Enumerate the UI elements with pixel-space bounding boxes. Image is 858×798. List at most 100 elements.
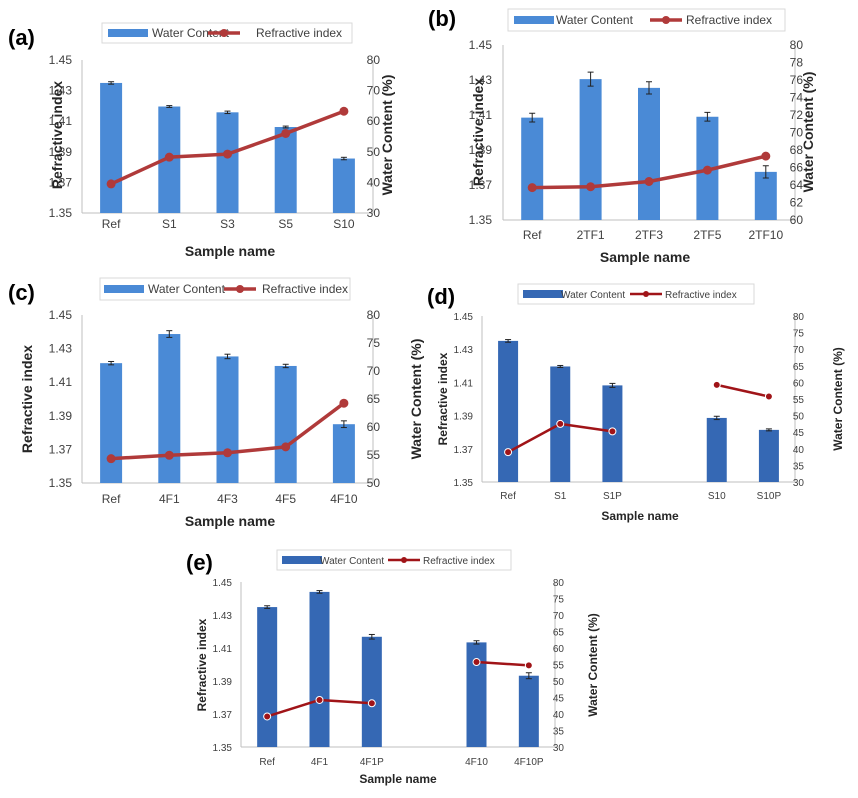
- refractive-index-point: [608, 427, 617, 436]
- y-tick-label: 1.37: [454, 445, 474, 456]
- x-tick-label: 4F5: [275, 492, 296, 506]
- refractive-index-point: [764, 392, 773, 401]
- y-tick-label: 1.45: [49, 53, 73, 67]
- y2-tick-label: 45: [553, 694, 565, 705]
- y2-tick-label: 65: [793, 362, 805, 373]
- refractive-index-point: [223, 448, 232, 458]
- y2-tick-label: 60: [367, 114, 381, 128]
- y2-tick-label: 70: [367, 84, 381, 98]
- y2-tick-label: 80: [553, 578, 565, 589]
- y-tick-label: 1.45: [49, 308, 73, 322]
- refractive-index-point: [367, 699, 376, 708]
- y2-tick-label: 40: [367, 175, 381, 189]
- legend-line-marker: [662, 16, 670, 24]
- water-content-bar: [521, 117, 544, 220]
- y2-tick-label: 40: [553, 710, 565, 721]
- y-tick-label: 1.35: [213, 743, 233, 754]
- legend-water-content: Water Content: [556, 13, 634, 27]
- x-axis-title: Sample name: [359, 772, 437, 786]
- y-axis-title: Refractive index: [19, 345, 35, 453]
- chart-panel-1: 1.35 1.37 1.39 1.41 1.43 1.45 60 62 64 66 68 70 72 74…: [428, 6, 816, 265]
- water-content-bar: [579, 79, 602, 220]
- refractive-index-point: [712, 380, 721, 389]
- x-tick-label: S10: [333, 217, 355, 231]
- y-tick-label: 1.43: [454, 345, 474, 356]
- x-tick-label: Ref: [523, 228, 542, 242]
- y-tick-label: 1.39: [213, 677, 233, 688]
- y-tick-label: 1.39: [469, 143, 493, 157]
- legend-water-content: Water Content: [561, 290, 625, 301]
- refractive-index-point: [524, 661, 533, 670]
- x-tick-label: S1: [162, 217, 177, 231]
- y2-tick-label: 60: [790, 213, 804, 227]
- x-axis-title: Sample name: [601, 509, 679, 523]
- legend-bar-swatch: [523, 290, 563, 298]
- y2-tick-label: 75: [367, 336, 381, 350]
- x-tick-label: S1P: [603, 491, 622, 502]
- refractive-index-point: [164, 152, 174, 162]
- y-tick-label: 1.45: [213, 578, 233, 589]
- water-content-bar: [758, 429, 779, 482]
- water-content-bar: [216, 112, 239, 213]
- y2-axis-title: Water Content (%): [379, 75, 395, 196]
- y2-tick-label: 50: [367, 476, 381, 490]
- legend-line-marker: [401, 557, 407, 563]
- y2-tick-label: 60: [367, 420, 381, 434]
- legend-water-content: Water Content: [152, 26, 230, 40]
- y-tick-label: 1.45: [454, 312, 474, 323]
- refractive-index-point: [281, 128, 291, 138]
- y2-tick-label: 80: [367, 53, 381, 67]
- x-tick-label: 2TF5: [693, 228, 721, 242]
- y2-tick-label: 55: [553, 661, 565, 672]
- y-axis-title: Refractive index: [436, 352, 450, 445]
- x-tick-label: S10: [708, 491, 726, 502]
- y-tick-label: 1.41: [213, 644, 233, 655]
- y2-tick-label: 50: [367, 145, 381, 159]
- y-tick-label: 1.37: [213, 710, 233, 721]
- y2-tick-label: 65: [553, 628, 565, 639]
- refractive-index-point: [702, 165, 712, 175]
- water-content-bar: [332, 424, 355, 483]
- chart-panel-0: 1.35 1.37 1.39 1.41 1.43 1.45 30 40 50 60 70 80 Ref S…: [8, 22, 395, 259]
- y-tick-label: 1.43: [49, 84, 73, 98]
- panel-label: (c): [8, 280, 35, 305]
- x-axis-title: Sample name: [185, 513, 275, 529]
- x-tick-label: 2TF10: [748, 228, 783, 242]
- y2-axis-title: Water Content (%): [408, 339, 424, 460]
- water-content-bar: [100, 82, 123, 213]
- y2-tick-label: 70: [553, 611, 565, 622]
- y2-axis-title: Water Content (%): [800, 72, 816, 193]
- chart-panel-4: 1.35 1.37 1.39 1.41 1.43 1.45 30 35 40 45 50 55 60 65…: [186, 549, 600, 786]
- legend-line-marker: [643, 291, 649, 297]
- y-axis-title: Refractive index: [49, 81, 65, 189]
- y-axis-title: Refractive index: [195, 618, 209, 711]
- y2-tick-label: 30: [793, 478, 805, 489]
- y-tick-label: 1.37: [49, 175, 73, 189]
- y2-tick-label: 55: [367, 448, 381, 462]
- water-content-bar: [158, 334, 181, 483]
- legend-water-content: Water Content: [148, 282, 226, 296]
- y2-tick-label: 35: [793, 461, 805, 472]
- y2-tick-label: 70: [367, 364, 381, 378]
- y2-tick-label: 60: [793, 378, 805, 389]
- refractive-index-point: [504, 448, 513, 457]
- y2-tick-label: 50: [553, 677, 565, 688]
- y2-tick-label: 62: [790, 196, 804, 210]
- water-content-bar: [257, 607, 278, 747]
- y2-tick-label: 66: [790, 161, 804, 175]
- x-tick-label: 2TF3: [635, 228, 663, 242]
- y2-tick-label: 35: [553, 727, 565, 738]
- legend-bar-swatch: [104, 285, 144, 293]
- refractive-index-point: [556, 419, 565, 428]
- y-tick-label: 1.39: [49, 145, 73, 159]
- legend-refractive-index: Refractive index: [686, 13, 772, 27]
- y2-tick-label: 65: [367, 392, 381, 406]
- y-axis-title: Refractive index: [470, 78, 486, 186]
- panel-label: (b): [428, 6, 456, 31]
- refractive-index-point: [644, 177, 654, 186]
- refractive-index-point: [761, 151, 771, 161]
- y2-tick-label: 80: [367, 308, 381, 322]
- y2-tick-label: 70: [790, 126, 804, 140]
- y2-axis-title: Water Content (%): [831, 347, 845, 451]
